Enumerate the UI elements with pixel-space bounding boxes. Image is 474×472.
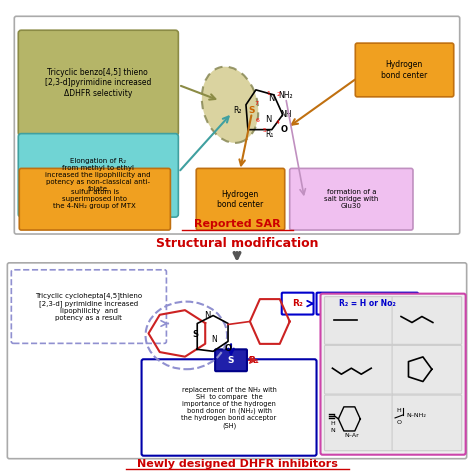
Text: H: H [397, 408, 401, 413]
FancyBboxPatch shape [325, 346, 393, 394]
Text: Hydrogen
bond center: Hydrogen bond center [381, 60, 427, 80]
FancyBboxPatch shape [11, 270, 166, 343]
Text: 6: 6 [256, 118, 260, 123]
FancyBboxPatch shape [320, 294, 465, 455]
FancyBboxPatch shape [290, 169, 413, 230]
Text: R₂: R₂ [292, 299, 303, 308]
FancyBboxPatch shape [392, 346, 462, 394]
Text: R₂: R₂ [234, 106, 242, 115]
Text: R₁: R₁ [265, 130, 274, 139]
FancyBboxPatch shape [215, 349, 247, 371]
Text: S: S [192, 330, 198, 339]
Text: sulfur atom is
superimposed into
the 4-NH₂ group of MTX: sulfur atom is superimposed into the 4-N… [54, 189, 136, 209]
Text: R₂ = H or No₂: R₂ = H or No₂ [339, 299, 396, 308]
Text: Tricyclic benzo[4,5] thieno
[2,3-d]pyrimidine increased
ΔDHFR selectivity: Tricyclic benzo[4,5] thieno [2,3-d]pyrim… [45, 68, 151, 98]
Text: NH₂: NH₂ [278, 91, 293, 101]
Text: 2: 2 [277, 92, 281, 97]
Text: formation of a
salt bridge with
Glu30: formation of a salt bridge with Glu30 [324, 189, 379, 209]
Text: replacement of the NH₂ with
SH  to compare  the
importance of the hydrogen
bond : replacement of the NH₂ with SH to compar… [182, 387, 277, 429]
Text: Newly designed DHFR inhibitors: Newly designed DHFR inhibitors [137, 459, 337, 469]
Text: S: S [228, 356, 234, 365]
FancyBboxPatch shape [8, 263, 466, 459]
Text: Structural modification: Structural modification [156, 237, 318, 251]
FancyBboxPatch shape [325, 296, 393, 345]
Text: O: O [225, 344, 232, 353]
FancyBboxPatch shape [392, 296, 462, 345]
FancyBboxPatch shape [19, 169, 170, 230]
FancyBboxPatch shape [18, 134, 178, 217]
Text: N–Ar: N–Ar [345, 433, 359, 438]
FancyBboxPatch shape [317, 293, 418, 314]
Ellipse shape [202, 67, 258, 143]
Text: N: N [330, 429, 335, 433]
Text: S: S [249, 106, 255, 115]
Text: 5: 5 [263, 127, 267, 133]
Text: N: N [265, 115, 272, 124]
Text: O: O [280, 125, 287, 134]
Text: 4: 4 [276, 120, 280, 125]
Text: Elongation of R₂
from methyl to ethyl
increased the lipophilicity and
potency as: Elongation of R₂ from methyl to ethyl in… [45, 159, 151, 193]
FancyBboxPatch shape [142, 359, 317, 455]
Text: N–NH₂: N–NH₂ [406, 413, 426, 419]
Text: Reported SAR: Reported SAR [194, 219, 280, 229]
Text: R₁: R₁ [248, 356, 259, 365]
Text: Tricyclic cyclohepta[4,5]thieno
[2,3-d] pyrimidine increased
lipophilicity  and
: Tricyclic cyclohepta[4,5]thieno [2,3-d] … [35, 292, 142, 321]
FancyBboxPatch shape [392, 395, 462, 451]
FancyBboxPatch shape [325, 395, 393, 451]
Text: N: N [269, 94, 275, 103]
Text: 7: 7 [255, 101, 259, 106]
Text: O: O [397, 421, 401, 425]
Text: 1: 1 [266, 91, 270, 96]
Text: H: H [330, 421, 335, 426]
Text: N: N [204, 311, 210, 320]
Text: Hydrogen
bond center: Hydrogen bond center [217, 190, 263, 209]
FancyBboxPatch shape [14, 17, 460, 234]
FancyBboxPatch shape [18, 30, 178, 135]
Text: N: N [211, 335, 217, 344]
FancyBboxPatch shape [282, 293, 313, 314]
FancyBboxPatch shape [356, 43, 454, 97]
Text: NH: NH [280, 110, 292, 119]
FancyBboxPatch shape [196, 169, 285, 230]
